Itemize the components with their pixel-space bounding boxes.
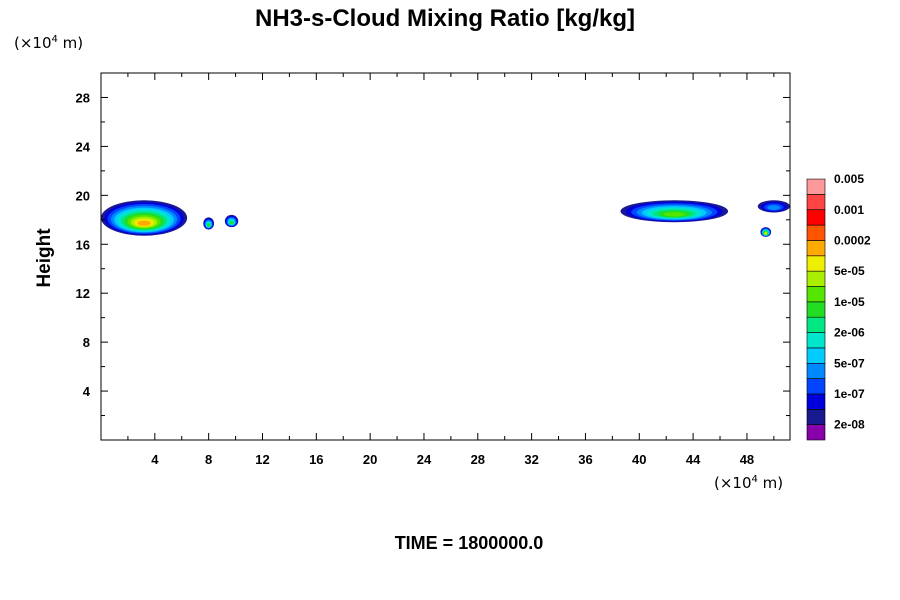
colorbar-label: 1e-05	[834, 295, 865, 309]
x-tick-label: 44	[686, 452, 701, 467]
cloud-region	[757, 200, 790, 213]
colorbar-swatch	[806, 255, 826, 272]
colorbar-label: 2e-08	[834, 418, 865, 432]
plot-background	[101, 73, 790, 440]
colorbar-swatch	[806, 347, 826, 364]
colorbar-label: 0.0002	[834, 233, 871, 247]
plot-frame	[100, 72, 791, 441]
y-tick-label: 24	[76, 139, 91, 154]
y-tick-label: 16	[76, 237, 90, 252]
colorbar-label: 2e-06	[834, 326, 865, 340]
colorbar-label: 0.001	[834, 203, 864, 217]
y-tick-label: 8	[83, 335, 90, 350]
y-tick-label: 20	[76, 188, 90, 203]
x-tick-label: 12	[255, 452, 269, 467]
colorbar-swatch	[806, 332, 826, 349]
x-tick-label: 40	[632, 452, 646, 467]
x-axis: 4 8 12 16 20 24 28 32 36 40 44 48	[127, 73, 775, 467]
y-axis: 4 8 12 16 20 24 28	[76, 90, 790, 417]
colorbar-label: 5e-05	[834, 264, 865, 278]
y-tick-label: 4	[83, 384, 91, 399]
x-tick-label: 8	[205, 452, 212, 467]
x-tick-label: 48	[740, 452, 754, 467]
x-tick-label: 28	[471, 452, 485, 467]
y-tick-label: 12	[76, 286, 90, 301]
cloud-region	[101, 200, 188, 236]
time-label: TIME = 1800000.0	[395, 533, 544, 553]
colorbar-swatch	[806, 240, 826, 257]
x-tick-label: 36	[578, 452, 592, 467]
cloud-contour-level	[764, 232, 767, 235]
colorbar-swatch	[806, 286, 826, 303]
y-tick-label: 28	[76, 90, 90, 105]
x-tick-label: 16	[309, 452, 323, 467]
colorbar-swatch	[806, 362, 826, 379]
colorbar-swatch	[806, 408, 826, 425]
colorbar-swatch	[806, 224, 826, 241]
colorbar: 2e-08 1e-07 5e-07 2e-06 1e-05 5e-05 0.0002 0.00…	[806, 172, 871, 441]
cloud-contour-level	[137, 220, 151, 226]
x-unit-label: (×104 m)	[714, 474, 783, 492]
cloud-region	[203, 217, 215, 230]
colorbar-swatch	[806, 316, 826, 333]
colorbar-swatch	[806, 393, 826, 410]
colorbar-swatch	[806, 209, 826, 226]
colorbar-swatch	[806, 194, 826, 211]
cloud-contour-level	[663, 212, 686, 217]
colorbar-label: 5e-07	[834, 356, 865, 370]
cloud-contours	[101, 200, 790, 237]
colorbar-swatch	[806, 424, 826, 441]
cloud-contour-level	[207, 223, 210, 227]
colorbar-swatch	[806, 178, 826, 195]
x-tick-label: 24	[417, 452, 432, 467]
x-tick-label: 4	[151, 452, 159, 467]
y-unit-label: (×104 m)	[14, 34, 83, 52]
y-axis-label: Height	[34, 228, 55, 288]
chart-title: NH3-s-Cloud Mixing Ratio [kg/kg]	[255, 5, 635, 32]
x-tick-label: 20	[363, 452, 377, 467]
colorbar-swatch	[806, 378, 826, 395]
cloud-contour-level	[230, 221, 234, 225]
colorbar-swatch	[806, 301, 826, 318]
colorbar-label: 0.005	[834, 172, 864, 186]
colorbar-label: 1e-07	[834, 387, 865, 401]
cloud-region	[760, 227, 772, 237]
cloud-contour-level	[767, 205, 781, 211]
cloud-region	[620, 200, 729, 223]
cloud-region	[224, 214, 239, 228]
colorbar-swatch	[806, 270, 826, 287]
x-tick-label: 32	[524, 452, 538, 467]
